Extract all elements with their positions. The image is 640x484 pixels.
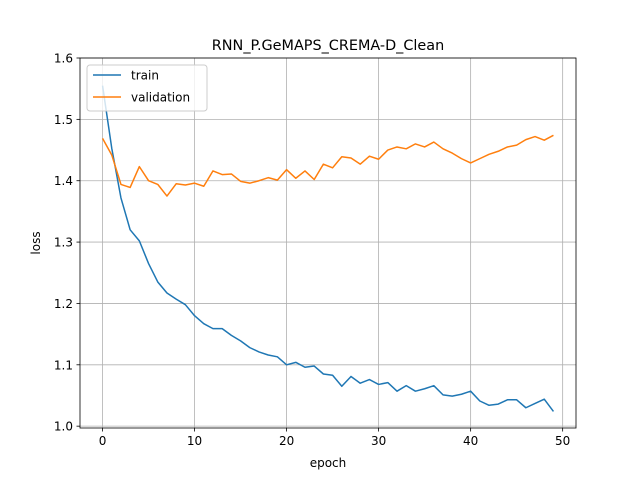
y-tick-label: 1.0: [54, 420, 73, 434]
x-tick-label: 30: [371, 434, 386, 448]
y-tick-label: 1.3: [54, 236, 73, 250]
series-line-train: [101, 85, 555, 412]
legend-label-train: train: [131, 69, 159, 83]
grid: [80, 57, 576, 428]
x-axis-label: epoch: [310, 456, 347, 470]
chart-title: RNN_P.GeMAPS_CREMA-D_Clean: [212, 38, 444, 54]
y-tick-label: 1.5: [54, 113, 73, 127]
axis-ticks: 0 10 20 30 40 50 1.0 1.1 1.2 1.3 1.4 1.5 1.6: [54, 52, 570, 449]
x-tick-label: 50: [555, 434, 570, 448]
x-tick-label: 0: [99, 434, 107, 448]
series-line-validation: [101, 134, 554, 197]
y-axis-label: loss: [29, 231, 43, 254]
y-tick-label: 1.1: [54, 358, 73, 372]
y-tick-label: 1.4: [54, 174, 73, 188]
x-tick-label: 20: [279, 434, 294, 448]
legend-label-validation: validation: [131, 91, 190, 105]
y-tick-label: 1.6: [54, 52, 73, 66]
plot-frame: [79, 57, 577, 429]
x-tick-label: 10: [187, 434, 202, 448]
y-tick-label: 1.2: [54, 297, 73, 311]
legend: train validation: [86, 64, 208, 112]
legend-box: [86, 64, 208, 112]
x-tick-label: 40: [463, 434, 478, 448]
series-layer: [101, 85, 555, 412]
